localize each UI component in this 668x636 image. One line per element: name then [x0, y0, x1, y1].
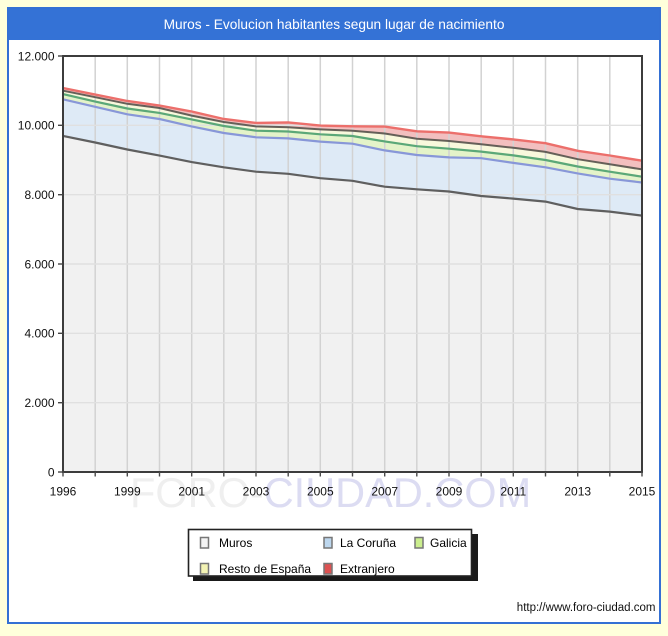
svg-text:Resto de España: Resto de España	[219, 562, 311, 576]
svg-text:http://www.foro-ciudad.com: http://www.foro-ciudad.com	[517, 602, 656, 614]
svg-text:2015: 2015	[629, 485, 656, 499]
svg-text:2.000: 2.000	[24, 396, 54, 410]
svg-text:0: 0	[48, 465, 55, 479]
svg-text:FORO-CIUDAD.COM: FORO-CIUDAD.COM	[130, 469, 531, 516]
svg-text:La Coruña: La Coruña	[340, 536, 396, 550]
svg-text:Muros: Muros	[219, 536, 252, 550]
svg-text:1996: 1996	[50, 485, 77, 499]
svg-text:12.000: 12.000	[18, 49, 55, 63]
svg-text:Galicia: Galicia	[430, 536, 467, 550]
svg-text:6.000: 6.000	[24, 257, 54, 271]
svg-text:2009: 2009	[436, 485, 463, 499]
svg-text:4.000: 4.000	[24, 327, 54, 341]
svg-text:10.000: 10.000	[18, 119, 55, 133]
svg-text:2003: 2003	[243, 485, 270, 499]
svg-text:2001: 2001	[178, 485, 205, 499]
svg-text:1999: 1999	[114, 485, 141, 499]
svg-text:Extranjero: Extranjero	[340, 562, 395, 576]
svg-text:2005: 2005	[307, 485, 334, 499]
svg-text:2011: 2011	[500, 485, 526, 499]
svg-text:2013: 2013	[564, 485, 591, 499]
svg-text:8.000: 8.000	[24, 188, 54, 202]
svg-text:2007: 2007	[371, 485, 398, 499]
